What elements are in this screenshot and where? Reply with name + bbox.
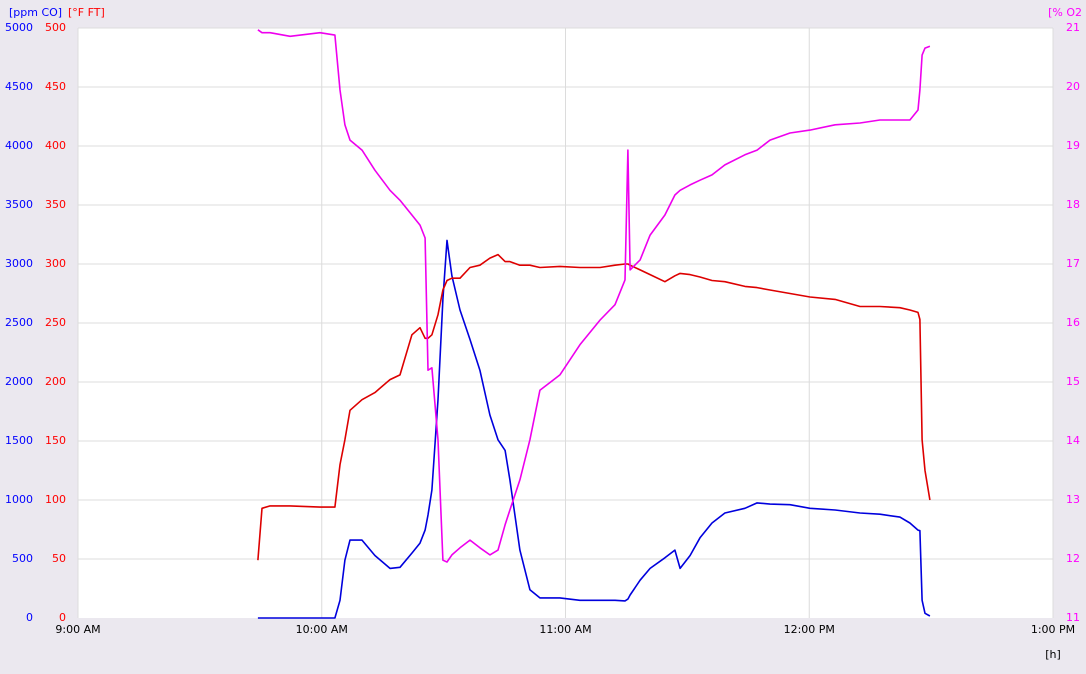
y-tick-label: 500 [12,552,33,565]
x-tick-label: 1:00 PM [1031,623,1075,636]
y3-tick-label: 200 [45,375,66,388]
y2-tick-label: 12 [1066,552,1080,565]
y-axis-label: [ppm CO] [9,6,62,19]
series-line [257,29,931,563]
y3-tick-label: 0 [59,611,66,624]
y-tick-label: 2000 [5,375,33,388]
y2-tick-label: 21 [1066,21,1080,34]
y2-tick-label: 14 [1066,434,1080,447]
x-tick-label: 12:00 PM [784,623,835,636]
y3-tick-label: 250 [45,316,66,329]
y2-tick-label: 16 [1066,316,1080,329]
x-tick-label: 10:00 AM [296,623,348,636]
x-axis-label: [h] [1045,648,1061,661]
y3-tick-label: 450 [45,80,66,93]
y2-tick-label: 17 [1066,257,1080,270]
y3-tick-label: 350 [45,198,66,211]
y2-tick-label: 11 [1066,611,1080,624]
y3-tick-label: 150 [45,434,66,447]
y2-tick-label: 19 [1066,139,1080,152]
series-line [257,253,931,561]
y3-tick-label: 100 [45,493,66,506]
y-tick-label: 4500 [5,80,33,93]
y-tick-label: 0 [26,611,33,624]
y-tick-label: 2500 [5,316,33,329]
y-tick-label: 5000 [5,21,33,34]
y-tick-label: 1500 [5,434,33,447]
y3-tick-label: 400 [45,139,66,152]
y3-tick-label: 500 [45,21,66,34]
y3-tick-label: 300 [45,257,66,270]
x-tick-label: 9:00 AM [55,623,100,636]
y-tick-label: 3000 [5,257,33,270]
x-tick-label: 11:00 AM [539,623,591,636]
y2-tick-label: 18 [1066,198,1080,211]
y-tick-label: 3500 [5,198,33,211]
y2-axis-label: [% O2 [1048,6,1082,19]
y2-tick-label: 13 [1066,493,1080,506]
series-line [257,239,931,619]
y3-axis-label: [°F FT] [68,6,105,19]
y-tick-label: 4000 [5,139,33,152]
y2-tick-label: 15 [1066,375,1080,388]
y3-tick-label: 50 [52,552,66,565]
y2-tick-label: 20 [1066,80,1080,93]
y-tick-label: 1000 [5,493,33,506]
